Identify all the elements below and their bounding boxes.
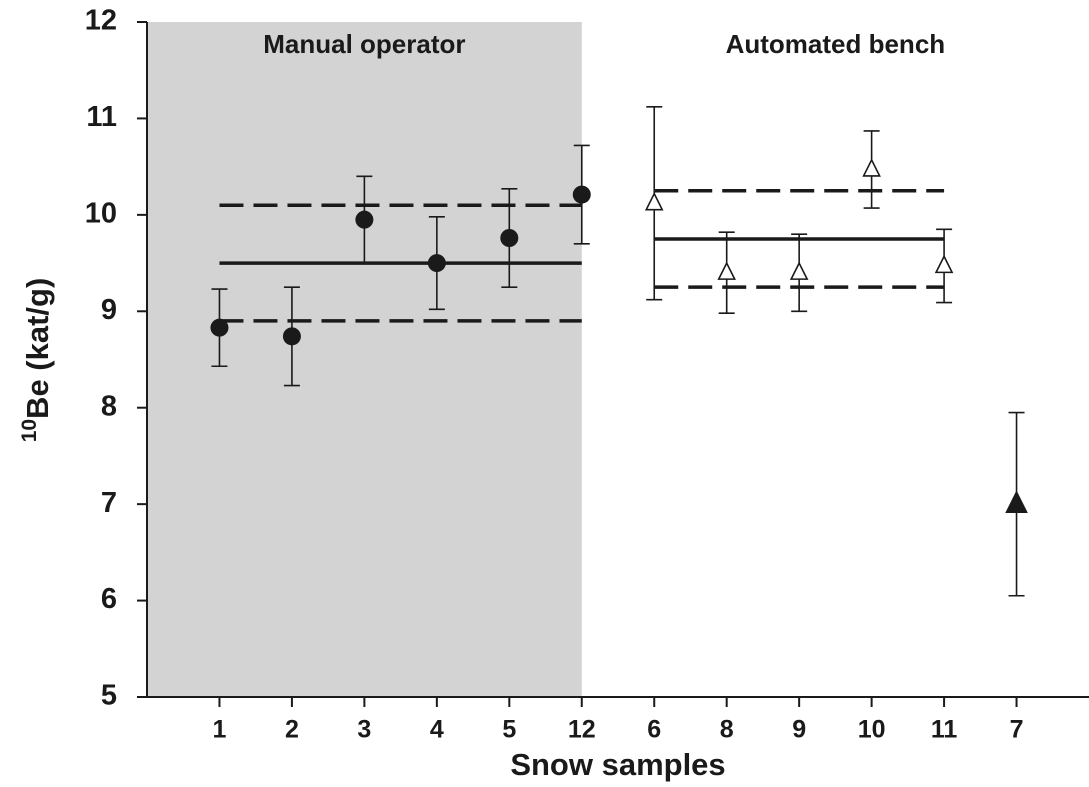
point: [1005, 490, 1028, 513]
group-label: Automated bench: [726, 29, 946, 59]
x-tick-label: 6: [647, 716, 661, 744]
point: [717, 261, 736, 280]
point: [789, 261, 809, 280]
point: [572, 185, 591, 204]
y-tick-label: 7: [101, 487, 117, 519]
main-layer: [210, 106, 1028, 597]
x-axis-label: Snow samples: [510, 747, 725, 782]
x-tick-label: 10: [858, 716, 886, 744]
x-tick-label: 2: [285, 716, 299, 744]
x-tick-label: 9: [792, 716, 806, 744]
y-tick-label: 8: [101, 390, 117, 422]
x-tick-label: 1: [213, 716, 227, 744]
x-tick-label: 8: [720, 716, 734, 744]
group-shade: [147, 22, 582, 697]
point: [644, 191, 664, 211]
y-tick-label: 11: [86, 101, 117, 133]
point: [355, 210, 374, 229]
y-tick-label: 10: [85, 198, 117, 230]
y-axis-label: 10Be (kat/g): [18, 278, 56, 443]
point: [862, 158, 881, 177]
point: [427, 254, 446, 273]
y-tick-label: 6: [101, 583, 117, 615]
y-tick-label: 9: [101, 294, 117, 326]
x-tick-label: 12: [568, 716, 596, 744]
point: [934, 254, 954, 274]
x-tick-label: 3: [357, 716, 371, 744]
x-tick-label: 5: [502, 716, 516, 744]
top-layer: Manual operator Automated bench5678910111…: [85, 5, 1089, 744]
group-label: Manual operator: [263, 29, 465, 59]
point: [282, 327, 301, 346]
y-tick-label: 5: [101, 680, 117, 712]
point: [210, 318, 229, 337]
x-tick-label: 7: [1010, 716, 1024, 744]
bg-layer: [147, 22, 582, 697]
x-tick-label: 11: [931, 716, 958, 744]
y-axis-label-text: Be (kat/g): [20, 278, 55, 419]
x-tick-label: 4: [430, 716, 444, 744]
y-tick-label: 12: [85, 5, 117, 37]
point: [500, 229, 519, 247]
y-axis-label-sup: 10: [18, 419, 41, 442]
